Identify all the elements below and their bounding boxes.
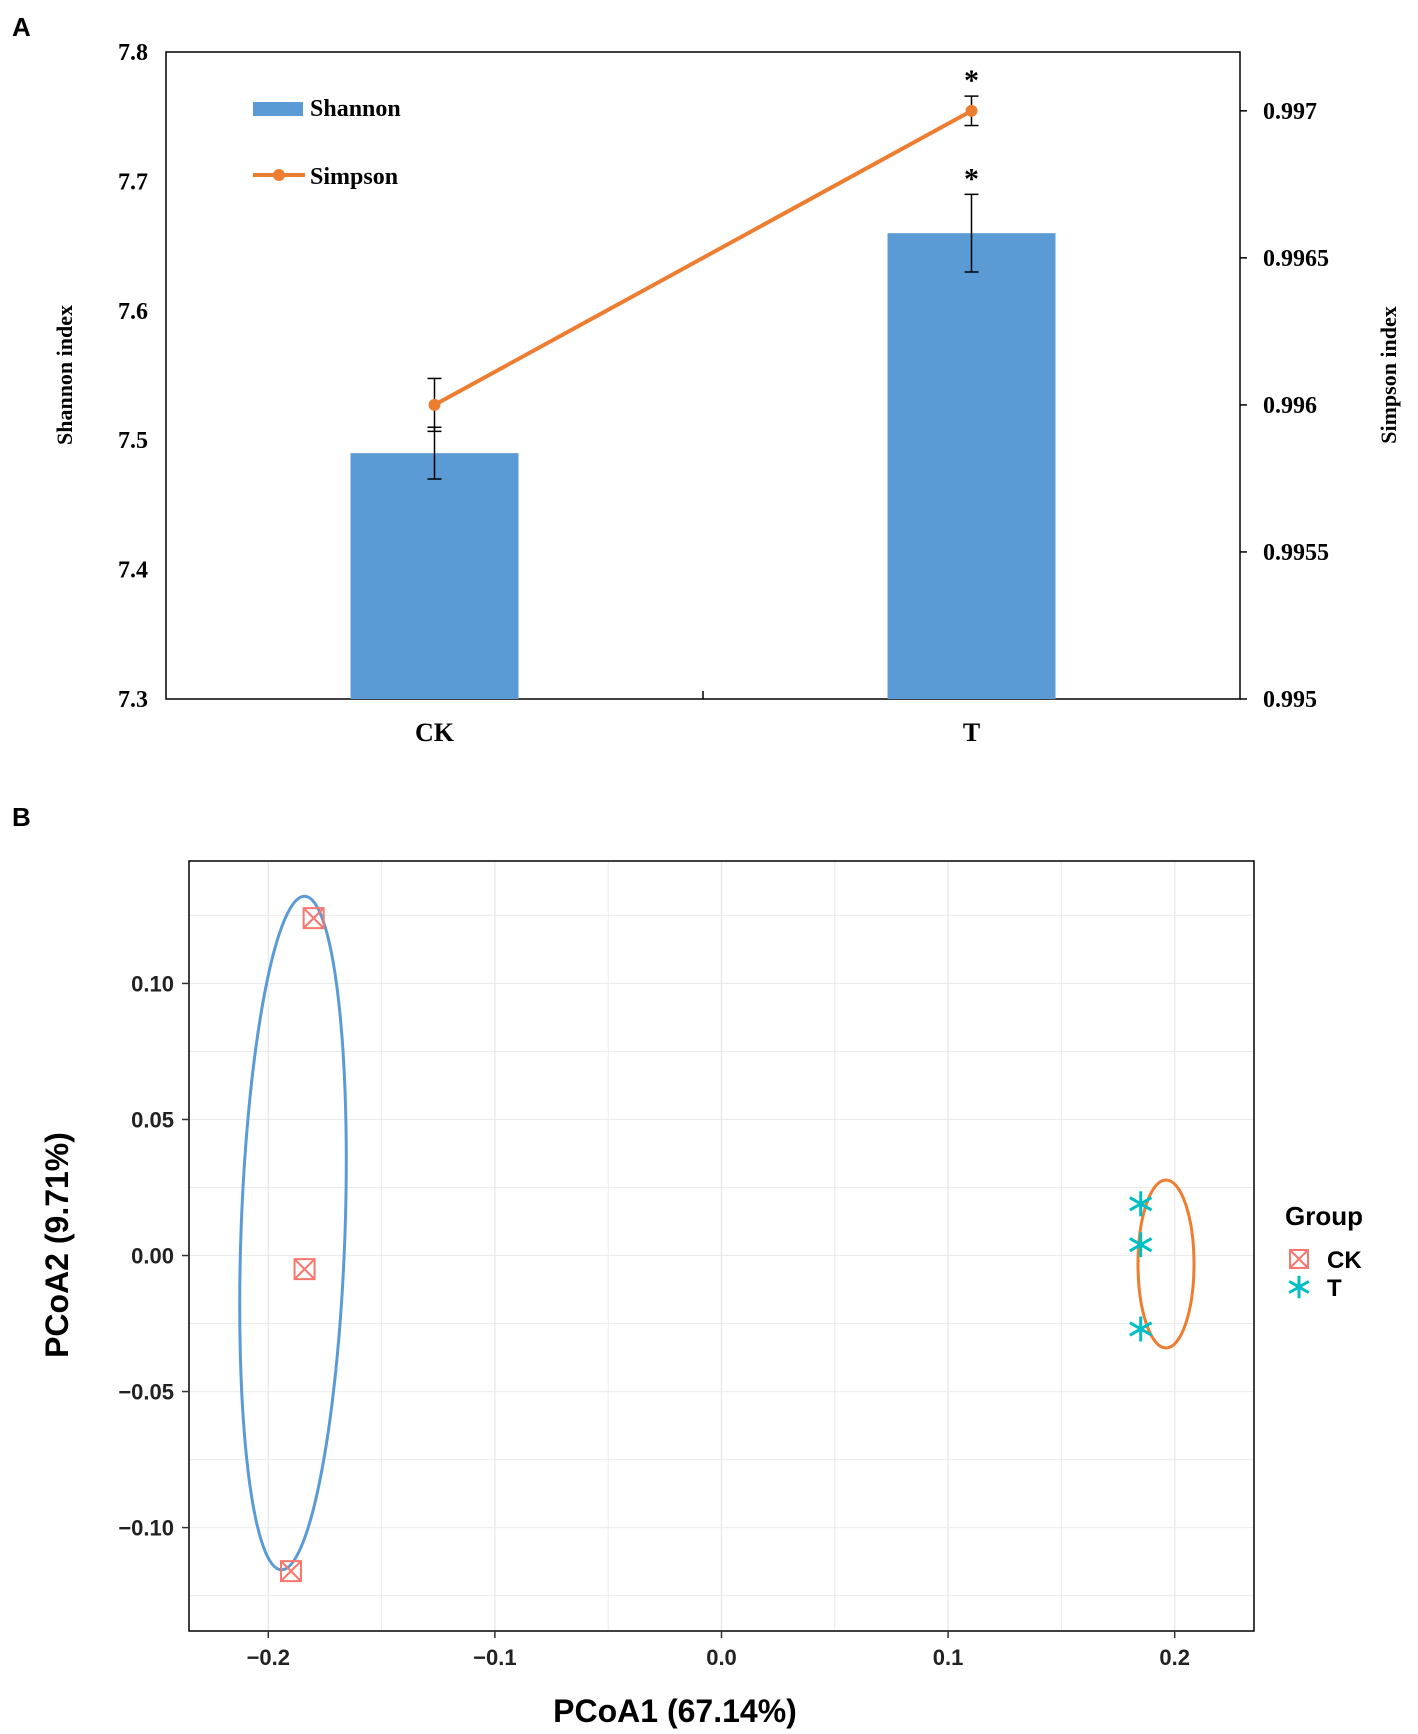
marker-stroke (1129, 1196, 1153, 1212)
y2-tick-label: 0.9965 (1263, 246, 1329, 272)
panel-b-y-axis-title: PCoA2 (9.71%) (39, 1132, 75, 1358)
t-point-1 (1129, 1191, 1153, 1217)
t-point-3 (1129, 1316, 1153, 1342)
panel-a-simpson-line (427, 95, 979, 433)
panel-b-y-axis: −0.10 −0.05 0.00 0.05 0.10 (118, 971, 189, 1541)
shannon-bar-ck (350, 453, 519, 699)
y2-tick-label: 0.996 (1263, 393, 1317, 419)
legend-marker-simpson (273, 169, 285, 181)
x-tick-label: T (963, 718, 980, 747)
marker-box (293, 1258, 316, 1281)
marker-stroke (1129, 1321, 1153, 1337)
x-tick-label: 0.2 (1159, 1645, 1190, 1670)
y-tick-label: 7.8 (118, 40, 148, 66)
panel-a-y2-axis-title: Simpson index (1376, 306, 1401, 444)
panel-a-shannon-bars (350, 193, 1056, 699)
panel-a-y-axis-title: Shannon index (52, 305, 77, 445)
shannon-bar-t (887, 233, 1056, 699)
marker-stroke (293, 1258, 316, 1280)
marker-stroke (1288, 1280, 1310, 1294)
legend-marker-ck (1289, 1249, 1309, 1269)
y2-tick-label: 0.9955 (1263, 540, 1329, 566)
y-tick-label: 7.7 (118, 169, 148, 195)
y-tick-label: 7.5 (118, 428, 148, 454)
legend-title-group: Group (1285, 1201, 1363, 1231)
panel-b-grid (189, 861, 1254, 1631)
marker-stroke (302, 907, 325, 929)
panel-a-x-axis: CK T (415, 691, 980, 747)
y-tick-label: 7.3 (118, 687, 148, 713)
y2-tick-label: 0.995 (1263, 687, 1317, 713)
panel-b-label: B (12, 802, 31, 832)
simpson-point-ck (428, 398, 441, 411)
legend-label-simpson: Simpson (310, 164, 398, 190)
panel-a-legend: Shannon Simpson (253, 96, 401, 190)
legend-label-t: T (1327, 1275, 1342, 1302)
x-tick-label: 0.1 (933, 1645, 964, 1670)
ck-point-2 (293, 1258, 316, 1281)
panel-b: B −0.2 −0.1 0.0 0.1 0.2 −0.10 −0.05 0.00 0.05 0.… (12, 802, 1363, 1729)
legend-marker-t (1288, 1275, 1310, 1299)
panel-b-points (279, 907, 1153, 1583)
y-tick-label: 7.4 (118, 558, 148, 584)
y2-tick-label: 0.997 (1263, 99, 1317, 125)
panel-b-x-axis-title: PCoA1 (67.14%) (553, 1693, 797, 1729)
t-point-2 (1129, 1232, 1153, 1258)
y-tick-label: 0.00 (131, 1244, 174, 1269)
panel-a-annotations: ** (964, 64, 979, 195)
significance-asterisk: * (964, 162, 979, 195)
x-tick-label: −0.2 (247, 1645, 290, 1670)
legend-label-ck: CK (1327, 1247, 1362, 1274)
panel-b-x-axis: −0.2 −0.1 0.0 0.1 0.2 (247, 1631, 1190, 1670)
simpson-point-t (965, 104, 978, 117)
marker-box (279, 1560, 302, 1583)
panel-b-legend: Group CK T (1285, 1201, 1363, 1302)
legend-label-shannon: Shannon (310, 96, 401, 122)
legend-swatch-shannon (253, 102, 303, 116)
marker-box (302, 907, 325, 930)
x-tick-label: 0.0 (706, 1645, 737, 1670)
panel-a-left-axis: 7.3 7.4 7.5 7.6 7.7 7.8 (118, 40, 148, 713)
panel-a: A 7.37.47.57.67.77.8 0.9950.99550.9960.9… (12, 12, 1401, 747)
marker-stroke (280, 1560, 302, 1582)
ck-point-3 (279, 1560, 302, 1583)
y-tick-label: 0.05 (131, 1107, 174, 1132)
y-tick-label: −0.10 (118, 1516, 174, 1541)
x-tick-label: CK (415, 718, 455, 747)
x-tick-label: −0.1 (473, 1645, 516, 1670)
panel-a-label: A (12, 12, 31, 42)
significance-asterisk: * (964, 64, 979, 97)
ck-point-1 (302, 907, 325, 930)
t-group-ellipse (1136, 1178, 1196, 1350)
marker-stroke (1129, 1237, 1153, 1253)
marker-stroke (1289, 1249, 1309, 1269)
y-tick-label: −0.05 (118, 1380, 174, 1405)
marker-box (1289, 1249, 1309, 1269)
panel-a-right-axis: 0.995 0.9955 0.996 0.9965 0.997 (1240, 99, 1329, 713)
y-tick-label: 0.10 (131, 971, 174, 996)
y-tick-label: 7.6 (118, 299, 148, 325)
simpson-line (433, 109, 973, 407)
